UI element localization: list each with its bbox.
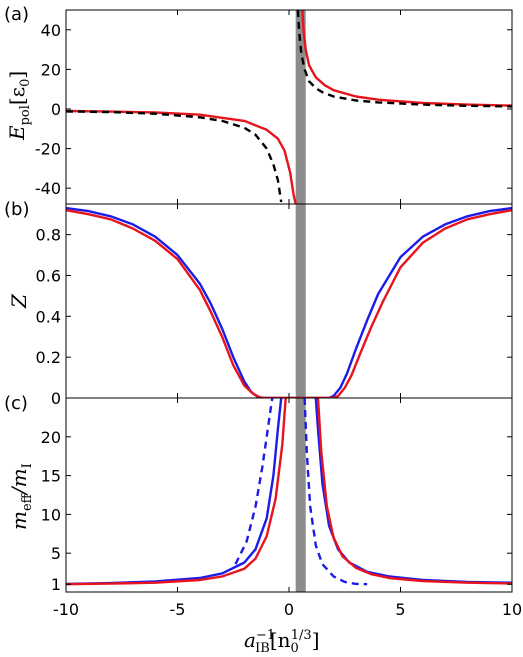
panel-c-ytick-label: 10 — [41, 505, 61, 524]
panel-a-ylabel: Epol[ε0] — [5, 71, 33, 141]
panel-a-ytick-label: 0 — [51, 100, 61, 119]
x-axis-label: a−1 IB[n01/3] — [244, 628, 320, 656]
panel-b-ytick-label: 0.6 — [36, 266, 61, 285]
panel-c-series-red-solid-0 — [66, 398, 287, 586]
panel-a-series-black-dashed-0 — [66, 110, 283, 203]
panel-a-series-black-dashed-1 — [296, 10, 512, 108]
panel-a-ytick-label: 20 — [41, 60, 61, 79]
panel-c-ytick-label: 5 — [51, 544, 61, 563]
panel-c-ytick-label: 1 — [51, 575, 61, 594]
panel-c-xtick-label: -10 — [53, 600, 79, 619]
panel-a-shaded-band — [295, 10, 306, 204]
panel-c-series-blue-solid-1 — [314, 398, 512, 584]
panel-b-series-blue-solid-0 — [66, 206, 512, 398]
panel-a-series-red-solid-0 — [66, 109, 297, 204]
panel-c-frame — [65, 397, 513, 593]
panel-c-ylabel: meff/mI — [7, 463, 35, 530]
panel-c-tag: (c) — [4, 393, 28, 414]
panel-c-xtick-label: -5 — [170, 600, 186, 619]
panel-a-frame — [65, 9, 513, 205]
panel-b-ytick-label: 0.8 — [36, 226, 61, 245]
panel-c-xtick-label: 10 — [502, 600, 522, 619]
panel-a-ytick-label: 40 — [41, 21, 61, 40]
panel-a-series-red-solid-1 — [301, 10, 512, 107]
panel-a-ytick-label: -40 — [35, 179, 61, 198]
panel-b-series-red-solid-0 — [66, 208, 512, 398]
panel-c-ytick-label: 15 — [41, 467, 61, 486]
panel-b-ytick-label: 0.4 — [36, 307, 61, 326]
panel-c-xtick-label: 5 — [395, 600, 405, 619]
panel-c-series-red-solid-1 — [316, 398, 512, 585]
panel-c-series-blue-dashed-0 — [234, 398, 274, 565]
panel-b-ytick-label: 0.2 — [36, 348, 61, 367]
panel-b-ytick-label: 0 — [51, 389, 61, 408]
panel-b-ylabel: Z — [7, 293, 31, 309]
panel-c-ytick-label: 20 — [41, 428, 61, 447]
panel-b: 0 0.2 0.4 0.6 0.8 (b) Z — [4, 199, 513, 408]
panel-c-xtick-label: 0 — [284, 600, 294, 619]
panel-c-series-blue-dashed-1 — [303, 398, 368, 586]
panel-a: -40 -20 0 20 40 (a) Epol[ε0] — [4, 4, 513, 205]
panel-b-frame — [65, 203, 513, 399]
panel-b-shaded-band — [295, 204, 306, 398]
panel-b-tag: (b) — [4, 199, 29, 220]
panel-c-series-blue-solid-0 — [66, 398, 283, 586]
panel-a-ytick-label: -20 — [35, 140, 61, 159]
panel-a-tag: (a) — [4, 4, 29, 25]
panel-c-shaded-band — [295, 398, 306, 592]
